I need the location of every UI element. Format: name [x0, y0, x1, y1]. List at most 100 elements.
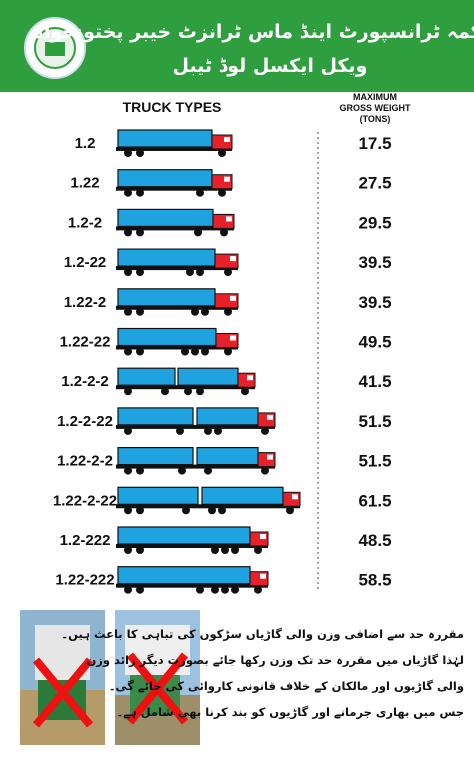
subtitle: ویکل ایکسل لوڈ ٹیبل — [173, 55, 368, 77]
wheel — [231, 546, 239, 554]
column-header: TRUCK TYPES — [123, 99, 222, 115]
wheel — [286, 506, 294, 515]
trailer — [117, 129, 213, 148]
wheel — [161, 387, 169, 396]
trailer — [117, 248, 216, 267]
trucks — [116, 129, 301, 594]
cab-window — [260, 534, 266, 539]
wheel — [218, 149, 226, 157]
chassis — [116, 385, 255, 390]
wheel — [178, 466, 186, 475]
wheel — [204, 466, 212, 475]
wheel — [181, 347, 189, 356]
chassis — [116, 544, 268, 548]
trailer — [117, 327, 217, 347]
wheel — [124, 149, 132, 157]
trailer — [117, 447, 194, 466]
wheel — [124, 466, 132, 475]
wheel — [136, 149, 144, 157]
cab-window — [230, 295, 236, 301]
wheel — [124, 506, 132, 515]
cab-window — [260, 573, 266, 579]
truck-type: 1.2-2-22 — [57, 413, 113, 430]
truck-type: 1.22-2 — [64, 294, 107, 311]
gross-weight: 39.5 — [358, 253, 391, 272]
wheel — [224, 268, 232, 277]
chassis — [116, 186, 232, 191]
wheel — [254, 585, 262, 594]
wheel — [231, 585, 239, 594]
wheel — [136, 585, 144, 594]
wheel — [136, 188, 144, 197]
logo — [24, 17, 86, 79]
trailer — [117, 407, 194, 426]
cab-window — [226, 216, 232, 222]
chassis — [116, 504, 300, 509]
cab-window — [230, 335, 236, 341]
wheel — [124, 426, 132, 435]
wheel — [124, 188, 132, 197]
trailer — [117, 288, 216, 307]
wheel — [124, 268, 132, 277]
wheel — [201, 307, 209, 316]
wheel — [224, 307, 232, 316]
wheel — [124, 387, 132, 396]
wheel — [136, 506, 144, 515]
wheel — [218, 506, 226, 515]
gross-weight: 41.5 — [358, 372, 391, 391]
truck-type: 1.22-22 — [60, 334, 111, 351]
wheel — [124, 228, 132, 237]
wheel — [182, 506, 190, 515]
cab-window — [247, 375, 253, 381]
wheel — [136, 228, 144, 237]
wheel — [136, 347, 144, 356]
wheel — [261, 426, 269, 435]
gross-weight: 48.5 — [358, 531, 391, 550]
wheel — [224, 347, 232, 356]
gross-weight: 27.5 — [358, 174, 391, 193]
wheel — [176, 426, 184, 435]
trailer — [117, 169, 213, 188]
trailer — [117, 526, 251, 545]
trailer — [196, 447, 259, 466]
chassis — [116, 266, 238, 271]
cab-window — [267, 414, 273, 420]
notice-line: جس میں بھاری جرمانے اور گاڑیوں کو بند کر… — [116, 705, 464, 720]
wheel — [124, 585, 132, 594]
cab-window — [224, 137, 230, 142]
wheel — [186, 268, 194, 277]
chassis — [116, 226, 234, 231]
gross-weight: 51.5 — [358, 412, 391, 431]
trailer — [117, 486, 199, 505]
trailer — [196, 407, 259, 426]
cab-window — [224, 176, 230, 182]
wheel — [124, 347, 132, 356]
wheel — [124, 546, 132, 554]
gross-weight: 29.5 — [358, 213, 391, 232]
cab-window — [292, 494, 298, 500]
wheel — [191, 307, 199, 316]
wheel — [214, 426, 222, 435]
trailer — [177, 367, 239, 386]
wheel — [196, 387, 204, 396]
cab-window — [230, 256, 236, 262]
notice: مقررہ حد سے اضافی وزن والی گاڑیاں سڑکوں … — [61, 627, 464, 720]
wheel — [196, 188, 204, 197]
truck-type: 1.22-2-2 — [57, 453, 113, 470]
trailer — [201, 486, 284, 505]
photo — [20, 610, 105, 745]
wheel — [196, 268, 204, 277]
trailer — [117, 566, 251, 585]
truck-type: 1.2-22 — [64, 254, 107, 271]
wheel — [241, 387, 249, 396]
chassis — [116, 147, 232, 151]
wheel — [208, 506, 216, 515]
chassis — [116, 583, 268, 588]
notice-line: والی گاڑیوں اور مالکان کے خلاف قانونی کا… — [109, 679, 464, 694]
chassis — [116, 345, 238, 350]
gross-weight: 51.5 — [358, 452, 391, 471]
truck-type: 1.2 — [75, 135, 96, 152]
notice-line: مقررہ حد سے اضافی وزن والی گاڑیاں سڑکوں … — [61, 627, 464, 642]
wheel — [201, 347, 209, 356]
